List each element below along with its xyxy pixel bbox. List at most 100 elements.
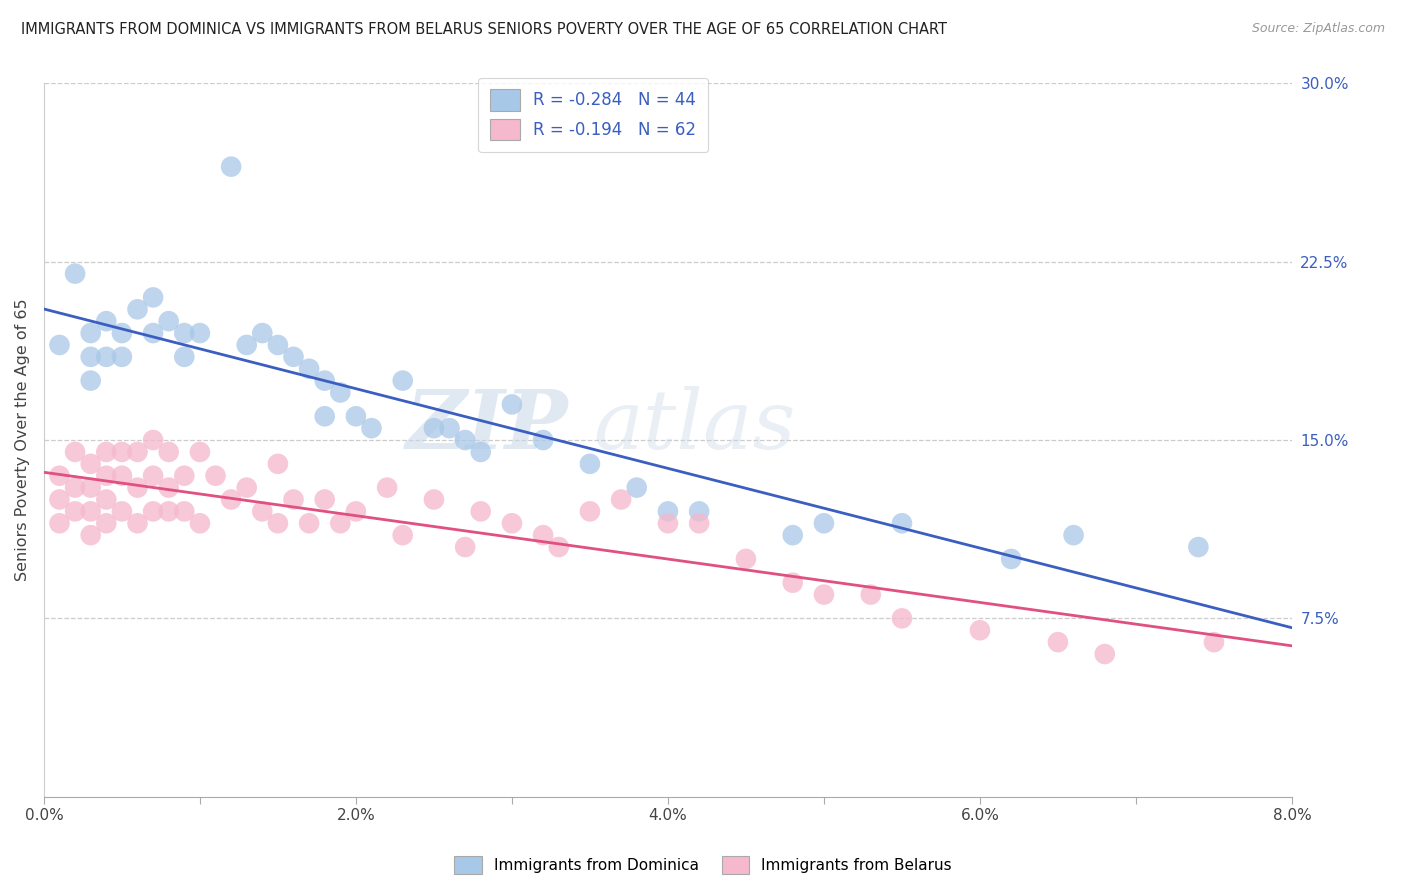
- Point: [96, 468, 118, 483]
- Point: [267, 338, 290, 352]
- Point: [391, 374, 413, 388]
- Point: [439, 421, 461, 435]
- Point: [626, 481, 648, 495]
- Point: [204, 468, 226, 483]
- Point: [96, 445, 118, 459]
- Point: [891, 611, 914, 625]
- Text: ZIP: ZIP: [405, 386, 568, 466]
- Point: [80, 457, 103, 471]
- Legend: Immigrants from Dominica, Immigrants from Belarus: Immigrants from Dominica, Immigrants fro…: [449, 850, 957, 880]
- Point: [142, 290, 165, 304]
- Point: [283, 492, 305, 507]
- Point: [470, 445, 492, 459]
- Point: [1187, 540, 1209, 554]
- Text: IMMIGRANTS FROM DOMINICA VS IMMIGRANTS FROM BELARUS SENIORS POVERTY OVER THE AGE: IMMIGRANTS FROM DOMINICA VS IMMIGRANTS F…: [21, 22, 948, 37]
- Point: [531, 528, 554, 542]
- Point: [111, 504, 134, 518]
- Point: [610, 492, 633, 507]
- Point: [501, 397, 523, 411]
- Point: [48, 338, 70, 352]
- Point: [188, 445, 211, 459]
- Point: [252, 326, 274, 340]
- Point: [813, 588, 835, 602]
- Point: [314, 374, 336, 388]
- Point: [1202, 635, 1225, 649]
- Point: [63, 481, 86, 495]
- Point: [329, 385, 352, 400]
- Point: [219, 492, 242, 507]
- Point: [80, 374, 103, 388]
- Point: [142, 504, 165, 518]
- Point: [142, 326, 165, 340]
- Point: [142, 433, 165, 447]
- Point: [48, 468, 70, 483]
- Point: [80, 326, 103, 340]
- Legend: R = -0.284   N = 44, R = -0.194   N = 62: R = -0.284 N = 44, R = -0.194 N = 62: [478, 78, 707, 152]
- Point: [63, 504, 86, 518]
- Text: atlas: atlas: [593, 386, 796, 466]
- Point: [283, 350, 305, 364]
- Point: [63, 267, 86, 281]
- Point: [96, 314, 118, 328]
- Point: [969, 624, 991, 638]
- Point: [111, 468, 134, 483]
- Point: [235, 338, 257, 352]
- Point: [735, 552, 758, 566]
- Point: [579, 504, 602, 518]
- Point: [127, 445, 149, 459]
- Point: [173, 504, 195, 518]
- Point: [501, 516, 523, 531]
- Point: [127, 302, 149, 317]
- Point: [80, 481, 103, 495]
- Point: [423, 421, 446, 435]
- Point: [688, 504, 710, 518]
- Point: [80, 528, 103, 542]
- Point: [252, 504, 274, 518]
- Point: [782, 575, 804, 590]
- Text: Source: ZipAtlas.com: Source: ZipAtlas.com: [1251, 22, 1385, 36]
- Point: [344, 504, 367, 518]
- Point: [157, 314, 180, 328]
- Point: [1000, 552, 1022, 566]
- Point: [188, 326, 211, 340]
- Point: [111, 326, 134, 340]
- Point: [173, 350, 195, 364]
- Point: [96, 492, 118, 507]
- Point: [470, 504, 492, 518]
- Point: [782, 528, 804, 542]
- Point: [859, 588, 882, 602]
- Point: [360, 421, 382, 435]
- Point: [329, 516, 352, 531]
- Point: [48, 492, 70, 507]
- Point: [142, 468, 165, 483]
- Point: [111, 350, 134, 364]
- Point: [267, 457, 290, 471]
- Point: [63, 445, 86, 459]
- Point: [454, 433, 477, 447]
- Point: [813, 516, 835, 531]
- Point: [688, 516, 710, 531]
- Point: [48, 516, 70, 531]
- Point: [314, 409, 336, 424]
- Point: [157, 504, 180, 518]
- Point: [657, 516, 679, 531]
- Point: [1063, 528, 1085, 542]
- Point: [454, 540, 477, 554]
- Point: [188, 516, 211, 531]
- Point: [423, 492, 446, 507]
- Point: [219, 160, 242, 174]
- Point: [391, 528, 413, 542]
- Point: [298, 516, 321, 531]
- Point: [547, 540, 569, 554]
- Point: [531, 433, 554, 447]
- Point: [891, 516, 914, 531]
- Point: [96, 516, 118, 531]
- Point: [1046, 635, 1069, 649]
- Point: [157, 445, 180, 459]
- Point: [579, 457, 602, 471]
- Point: [235, 481, 257, 495]
- Point: [173, 326, 195, 340]
- Point: [80, 350, 103, 364]
- Point: [173, 468, 195, 483]
- Point: [96, 350, 118, 364]
